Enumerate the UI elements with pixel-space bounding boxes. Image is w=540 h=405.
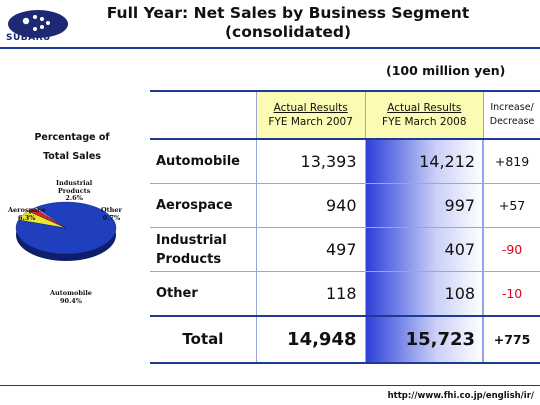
header-empty-cell (150, 90, 257, 139)
table-row-aerospace: Aerospace 940 997 +57 (150, 183, 540, 228)
pie-label-other: Other 0.7% (101, 206, 122, 222)
table-row-total: Total 14,948 15,723 +775 (150, 315, 540, 364)
value-fy2007: 13,393 (255, 138, 366, 184)
value-change: -90 (483, 227, 540, 272)
table-row-other: Other 118 108 -10 (150, 271, 540, 316)
value-fy2007: 14,948 (255, 315, 366, 364)
value-fy2007: 940 (255, 183, 366, 228)
col-header-fy2007: Actual Results FYE March 2007 (255, 90, 366, 139)
title-line-1: Full Year: Net Sales by Business Segment (106, 4, 470, 22)
value-fy2007: 497 (255, 227, 366, 272)
col-header-fy2008: Actual Results FYE March 2008 (364, 90, 484, 139)
value-fy2008: 15,723 (364, 315, 484, 364)
row-label: Automobile (150, 138, 257, 184)
value-fy2008: 407 (364, 227, 484, 272)
value-change: +819 (483, 138, 540, 184)
row-label: Industrial Products (150, 227, 257, 272)
row-label: Total (150, 315, 257, 364)
unit-label: (100 million yen) (386, 63, 506, 78)
row-label: Other (150, 271, 257, 316)
pie-slice-other (33, 207, 67, 229)
pie-chart (15, 201, 117, 261)
table-row-industrial-products: Industrial Products 497 407 -90 (150, 227, 540, 272)
page-title: Full Year: Net Sales by Business Segment… (78, 4, 498, 42)
value-fy2008: 108 (364, 271, 484, 316)
value-change: +775 (483, 315, 540, 364)
pie-label-industrial: Industrial Products 2.6% (56, 179, 93, 202)
pie-label-automobile: Automobile 90.4% (50, 289, 92, 305)
footer-url: http://www.fhi.co.jp/english/ir/ (387, 391, 534, 401)
pie-label-aerospace: Aerospace 6.3% (8, 206, 46, 222)
title-line-2: (consolidated) (224, 23, 352, 41)
net-sales-table: Actual Results FYE March 2007 Actual Res… (150, 90, 540, 364)
pie-chart-title: Percentage of Total Sales (22, 128, 122, 166)
col-header-change: Increase/ Decrease (483, 90, 540, 139)
row-label: Aerospace (150, 183, 257, 228)
value-fy2008: 997 (364, 183, 484, 228)
value-fy2007: 118 (255, 271, 366, 316)
value-fy2008: 14,212 (364, 138, 484, 184)
table-header-row: Actual Results FYE March 2007 Actual Res… (150, 90, 540, 139)
table-row-automobile: Automobile 13,393 14,212 +819 (150, 138, 540, 184)
pie-title-line-1: Percentage of (34, 132, 110, 143)
footer-divider (0, 385, 540, 386)
value-change: +57 (483, 183, 540, 228)
subaru-wordmark: SUBARU (6, 33, 51, 43)
title-divider (0, 47, 540, 49)
pie-title-line-2: Total Sales (43, 151, 101, 162)
value-change: -10 (483, 271, 540, 316)
